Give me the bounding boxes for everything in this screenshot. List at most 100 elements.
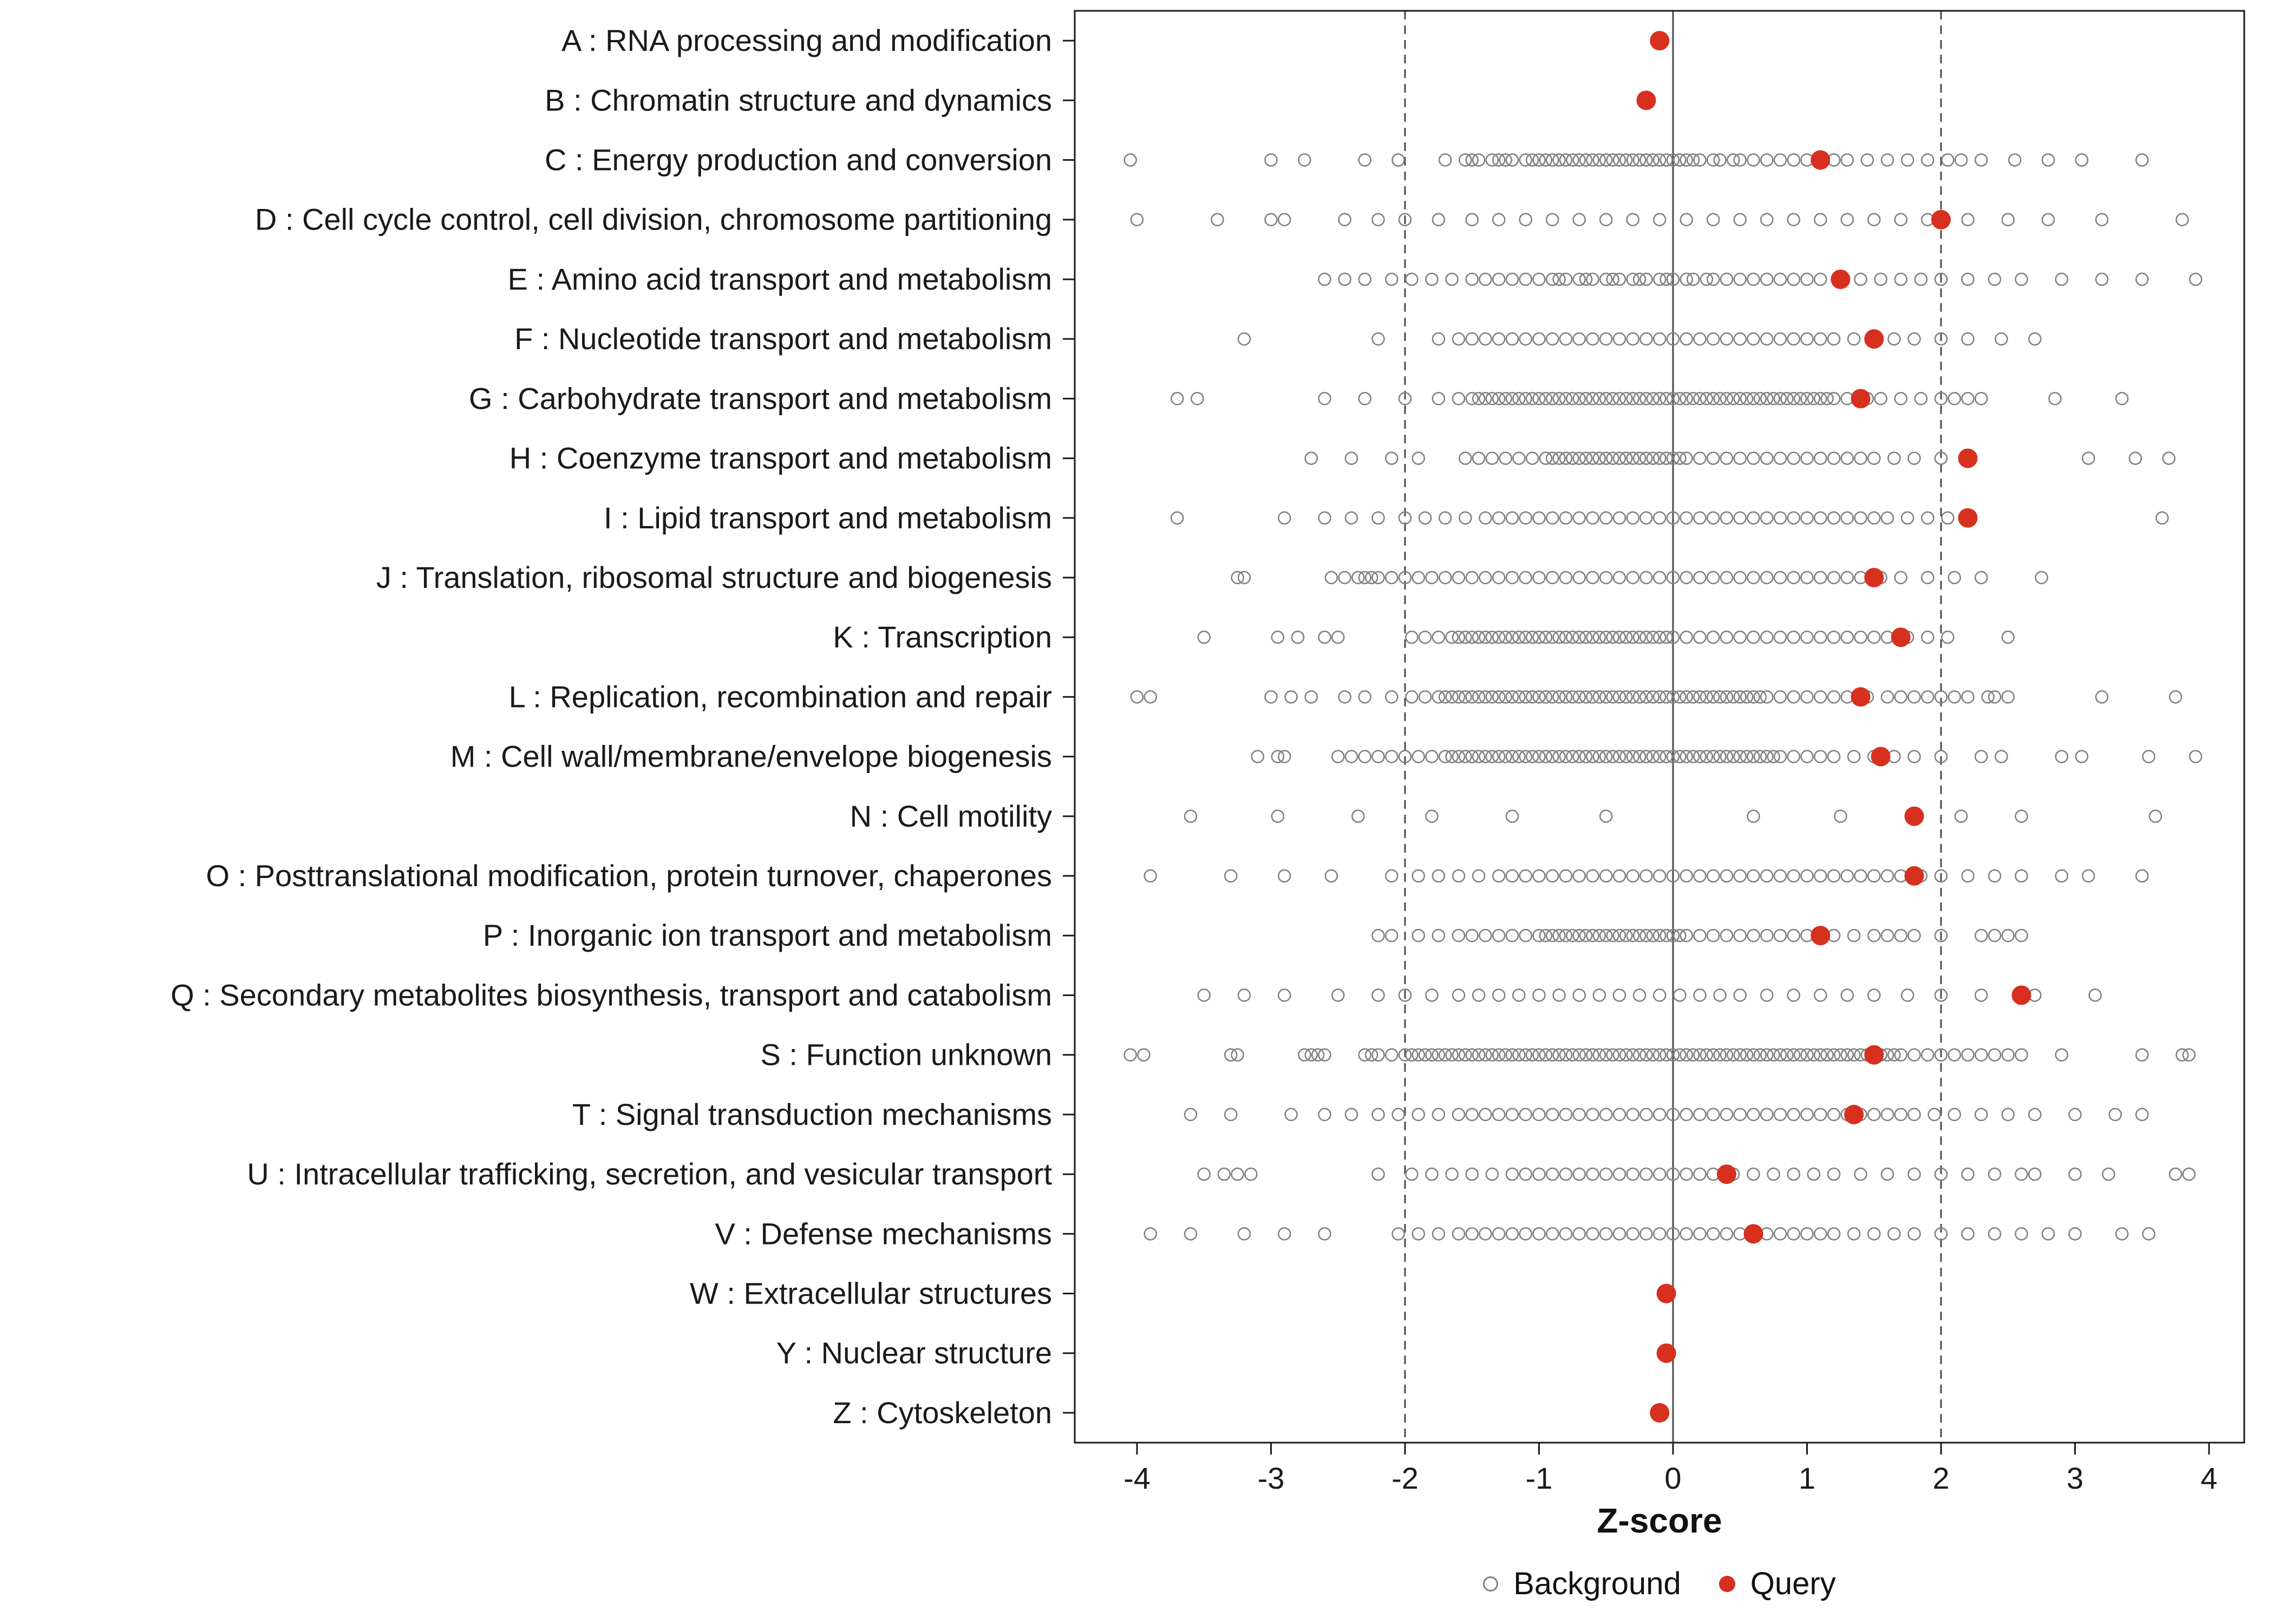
background-point — [1398, 213, 1412, 227]
background-point — [1760, 750, 1774, 763]
background-point — [1720, 451, 1734, 465]
background-point — [1626, 928, 1640, 942]
background-point — [1894, 213, 1908, 227]
background-point — [1586, 750, 1599, 763]
background-point — [1432, 1048, 1446, 1062]
x-tick-label: -4 — [1123, 1461, 1151, 1495]
background-point — [1760, 213, 1774, 227]
background-point — [1720, 928, 1734, 942]
background-point — [1787, 630, 1801, 644]
background-point — [1572, 988, 1586, 1002]
background-point — [2168, 690, 2182, 704]
background-point — [1813, 1108, 1827, 1122]
background-point — [1391, 1108, 1405, 1122]
category-label: B : Chromatin structure and dynamics — [545, 83, 1052, 117]
background-point — [1472, 630, 1486, 644]
background-point — [1827, 332, 1841, 346]
background-point — [1492, 213, 1506, 227]
background-point — [1840, 571, 1854, 585]
background-point — [1612, 1227, 1626, 1241]
background-point — [2135, 1108, 2149, 1122]
background-point — [1760, 988, 1774, 1002]
background-point — [1592, 392, 1606, 405]
background-point — [1880, 1167, 1894, 1181]
background-point — [1452, 1108, 1466, 1122]
background-point — [1298, 1048, 1311, 1062]
background-point — [1371, 988, 1385, 1002]
background-point — [1472, 451, 1486, 465]
background-point — [1693, 511, 1707, 525]
query-point — [1864, 567, 1884, 587]
background-point — [1619, 392, 1633, 405]
background-point — [1532, 1227, 1546, 1241]
background-point — [1485, 1048, 1499, 1062]
category-label: Y : Nuclear structure — [776, 1336, 1052, 1370]
background-point — [1934, 1048, 1948, 1062]
background-point — [1700, 750, 1714, 763]
background-point — [1666, 451, 1680, 465]
background-point — [1545, 332, 1559, 346]
background-point — [1425, 272, 1439, 286]
background-point — [1505, 511, 1519, 525]
background-point — [1479, 392, 1492, 405]
background-point — [1813, 332, 1827, 346]
background-point — [1646, 630, 1660, 644]
background-point — [1532, 1167, 1546, 1181]
background-point — [1619, 750, 1633, 763]
background-point — [1277, 869, 1291, 883]
background-point — [1880, 153, 1894, 167]
background-point — [1432, 1227, 1446, 1241]
background-point — [1197, 630, 1211, 644]
background-point — [1988, 869, 2002, 883]
background-point — [1720, 750, 1734, 763]
background-point — [1545, 1227, 1559, 1241]
background-point — [1572, 1227, 1586, 1241]
background-point — [1371, 1108, 1385, 1122]
background-point — [1626, 750, 1640, 763]
background-point — [1599, 153, 1613, 167]
background-point — [1773, 153, 1787, 167]
background-point — [1479, 1108, 1492, 1122]
background-point — [1418, 511, 1432, 525]
background-point — [1364, 571, 1378, 585]
background-point — [1452, 332, 1466, 346]
background-point — [1405, 272, 1419, 286]
background-point — [1626, 630, 1640, 644]
background-point — [1720, 571, 1734, 585]
background-point — [1512, 392, 1526, 405]
background-point — [1652, 750, 1667, 763]
background-point — [1398, 750, 1412, 763]
background-point — [1532, 1048, 1546, 1062]
query-point — [1958, 508, 1978, 528]
x-tick-label: -3 — [1258, 1461, 1285, 1495]
query-point — [1844, 1104, 1864, 1124]
background-point — [2015, 272, 2028, 286]
background-point — [1384, 451, 1399, 465]
background-point — [1499, 1048, 1512, 1062]
background-point — [1800, 869, 1814, 883]
background-point — [1264, 213, 1278, 227]
query-point — [1958, 448, 1978, 468]
background-point — [1787, 1108, 1801, 1122]
background-point — [1948, 690, 1962, 704]
background-point — [1532, 511, 1546, 525]
background-point — [1632, 1048, 1646, 1062]
background-point — [1626, 153, 1640, 167]
background-point — [1800, 511, 1814, 525]
background-point — [1344, 511, 1358, 525]
background-point — [1727, 750, 1740, 763]
background-point — [1485, 690, 1499, 704]
background-point — [1499, 153, 1512, 167]
background-point — [1706, 690, 1720, 704]
background-point — [1472, 1048, 1486, 1062]
background-point — [1505, 1048, 1519, 1062]
background-point — [1907, 750, 1921, 763]
query-point — [1811, 150, 1831, 170]
background-point — [1559, 392, 1573, 405]
background-point — [1652, 1108, 1667, 1122]
background-point — [1479, 272, 1492, 286]
background-point — [1988, 1167, 2002, 1181]
x-tick-label: -1 — [1526, 1461, 1553, 1495]
background-point — [1767, 392, 1780, 405]
background-point — [1425, 571, 1439, 585]
